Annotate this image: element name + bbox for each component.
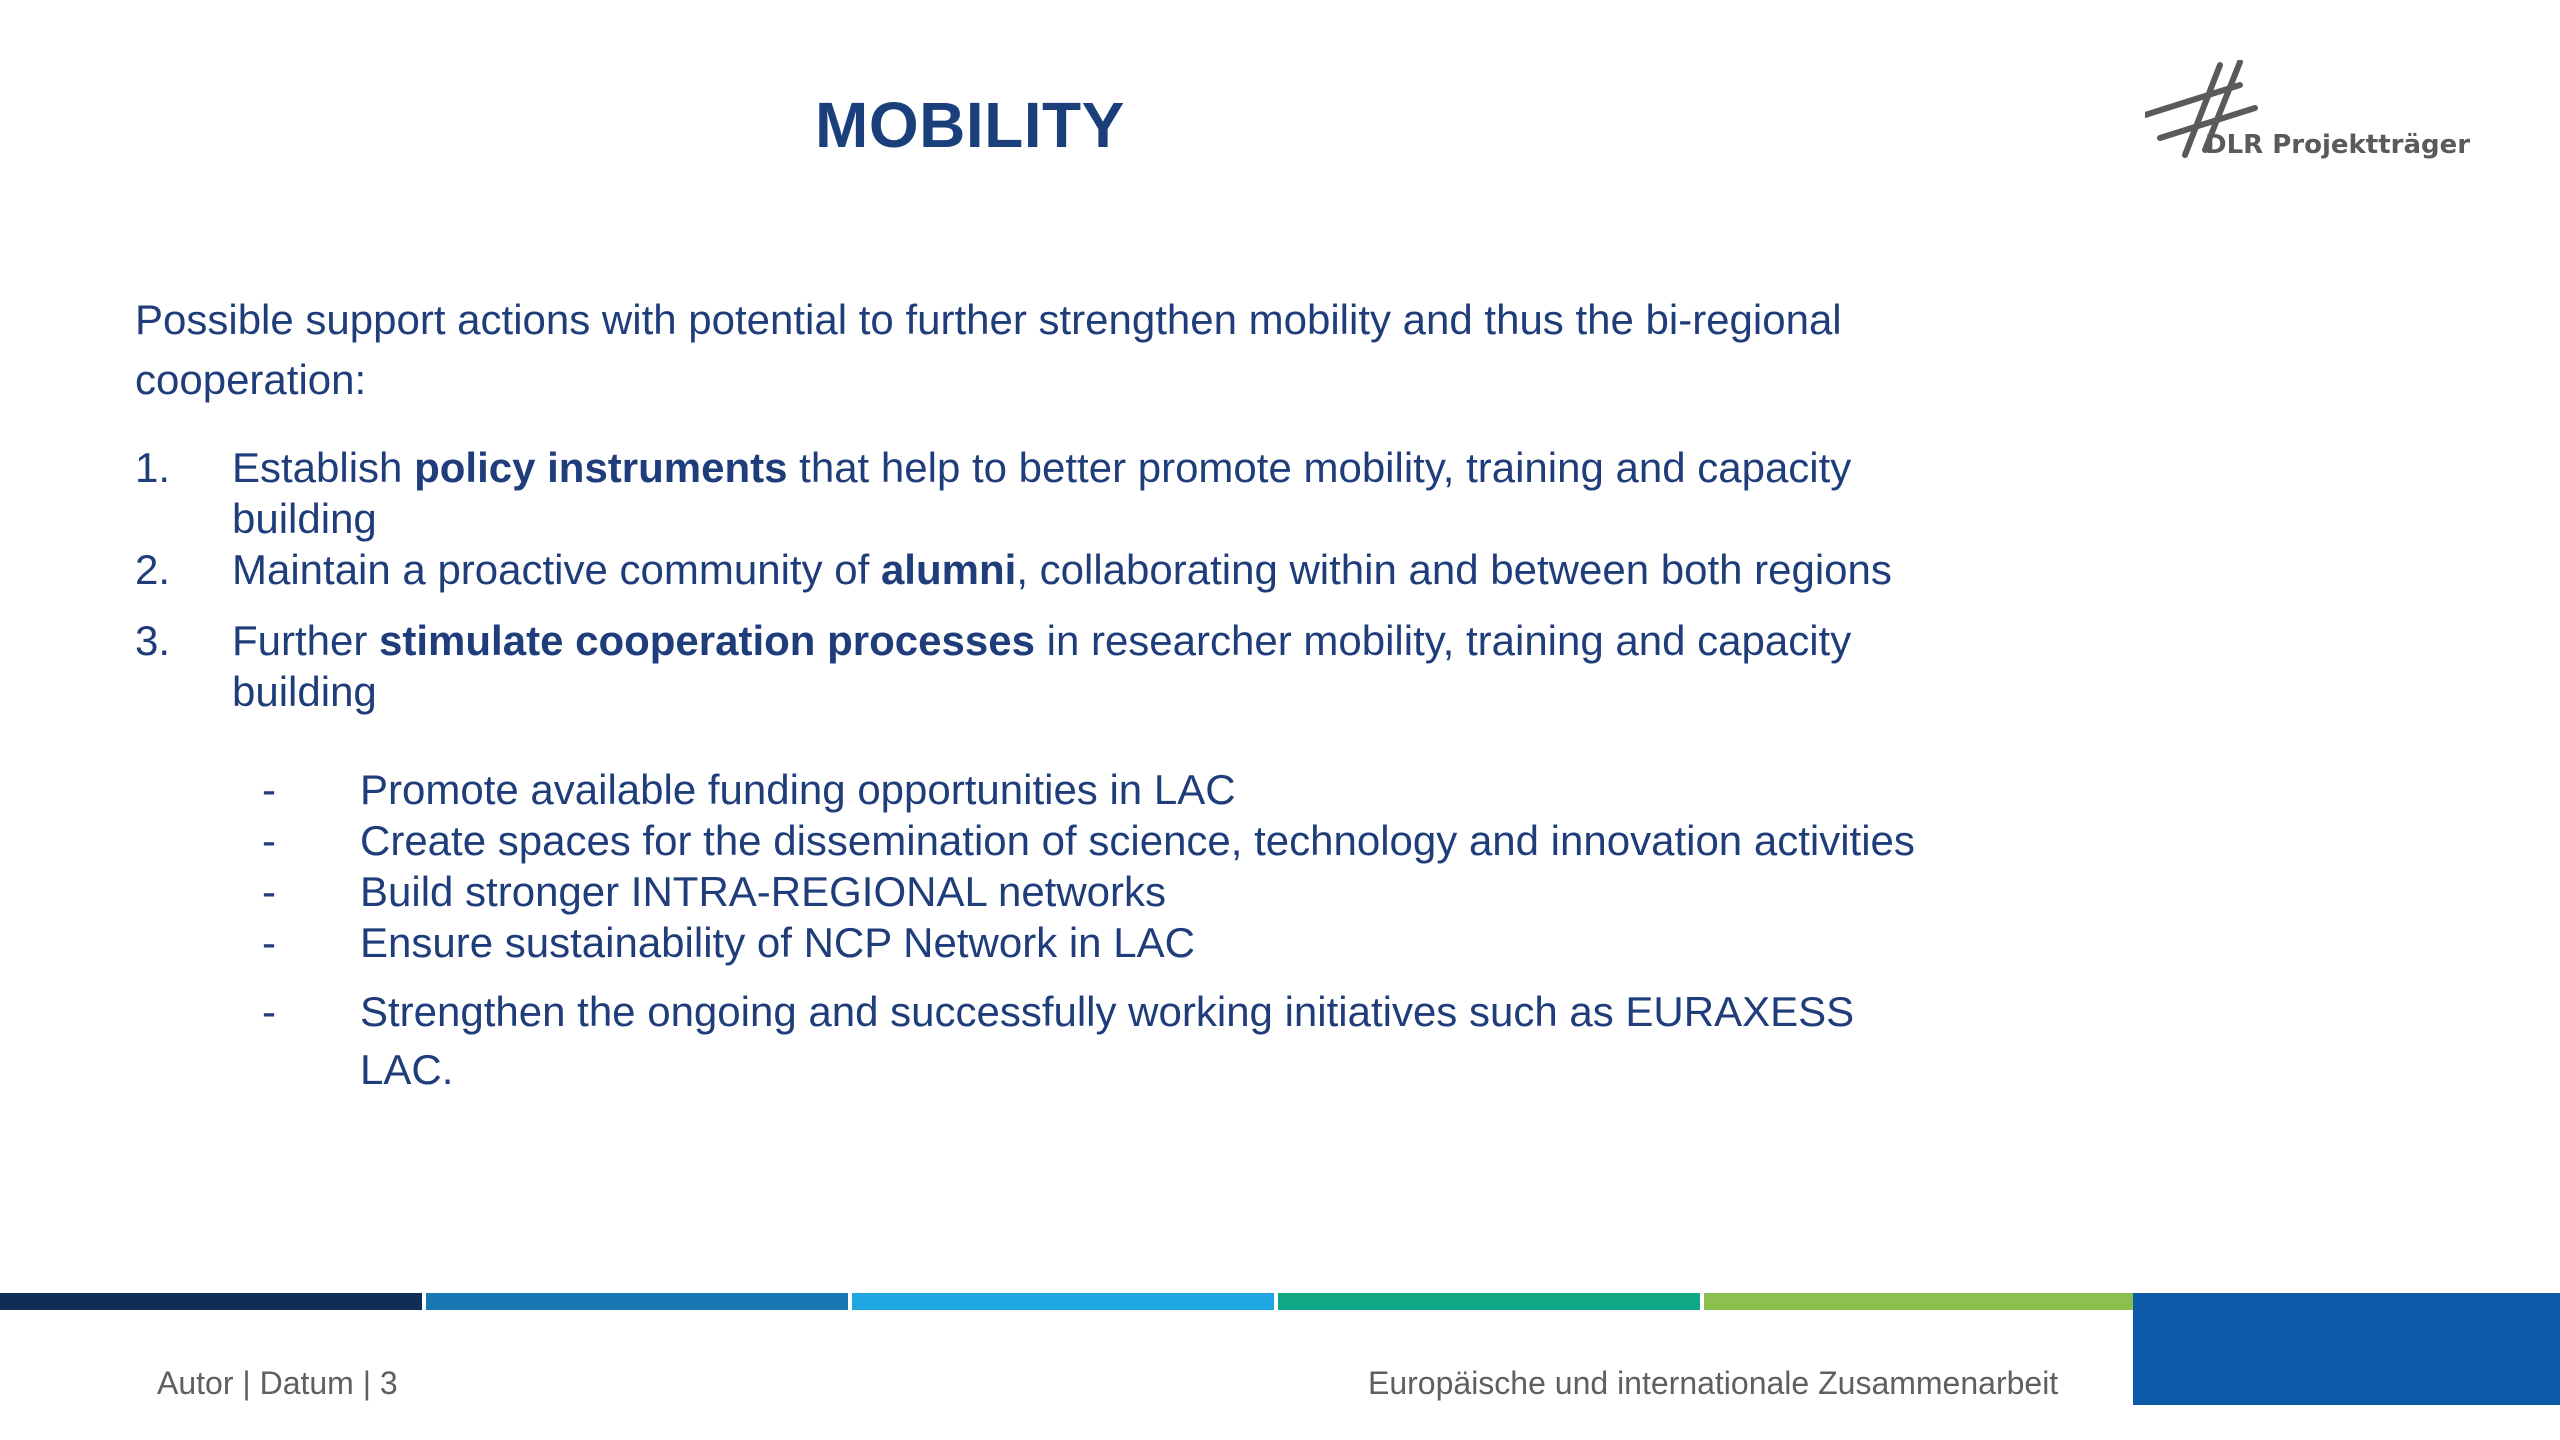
item-text-pre: Maintain a proactive community of bbox=[232, 546, 881, 593]
sub-list: - Promote available funding opportunitie… bbox=[135, 764, 1915, 1099]
list-item: 3. Further stimulate cooperation process… bbox=[135, 615, 1915, 717]
dash-bullet: - bbox=[262, 919, 276, 966]
sub-item-text: Ensure sustainability of NCP Network in … bbox=[360, 919, 1195, 966]
numbered-list: 1. Establish policy instruments that hel… bbox=[135, 442, 1915, 717]
item-text-post: , collaborating within and between both … bbox=[1016, 546, 1892, 593]
color-bar bbox=[0, 1293, 422, 1310]
color-bar bbox=[1704, 1293, 2133, 1310]
sub-list-item: - Strengthen the ongoing and successfull… bbox=[135, 983, 1915, 1099]
list-item: 1. Establish policy instruments that hel… bbox=[135, 442, 1915, 544]
sub-item-text: Build stronger INTRA-REGIONAL networks bbox=[360, 868, 1167, 915]
item-number: 3. bbox=[135, 617, 171, 664]
bar-separator bbox=[1700, 1293, 1704, 1310]
dash-bullet: - bbox=[262, 988, 276, 1035]
footer-author-date: Autor | Datum | 3 bbox=[157, 1365, 398, 1401]
slide-content: Possible support actions with potential … bbox=[135, 290, 1915, 1099]
list-item: 2. Maintain a proactive community of alu… bbox=[135, 544, 1915, 595]
footer-department: Europäische und internationale Zusammena… bbox=[1368, 1365, 2059, 1401]
color-bar-strip bbox=[0, 1293, 2133, 1310]
sub-list-item: - Ensure sustainability of NCP Network i… bbox=[135, 917, 1915, 968]
dash-bullet: - bbox=[262, 817, 276, 864]
color-bar bbox=[852, 1293, 1274, 1310]
color-bar bbox=[1278, 1293, 1700, 1310]
dash-bullet: - bbox=[262, 766, 276, 813]
sub-item-text: Strengthen the ongoing and successfully … bbox=[360, 988, 1855, 1093]
item-text-post: that help to better promote mobility, tr… bbox=[232, 444, 1852, 542]
sub-item-text: Create spaces for the dissemination of s… bbox=[360, 817, 1915, 864]
sub-list-item: - Promote available funding opportunitie… bbox=[135, 764, 1915, 815]
sub-list-item: - Create spaces for the dissemination of… bbox=[135, 815, 1915, 866]
item-text-bold: alumni bbox=[880, 546, 1017, 593]
sub-list-item: - Build stronger INTRA-REGIONAL networks bbox=[135, 866, 1915, 917]
item-number: 1. bbox=[135, 444, 171, 491]
item-number: 2. bbox=[135, 546, 171, 593]
item-text-pre: Further bbox=[232, 617, 380, 664]
bar-separator bbox=[848, 1293, 852, 1310]
logo-text: DLR Projektträger bbox=[2205, 130, 2471, 160]
dlr-cross-icon bbox=[2145, 60, 2258, 158]
bar-separator bbox=[422, 1293, 426, 1310]
intro-text: Possible support actions with potential … bbox=[135, 296, 1842, 403]
corner-block bbox=[2133, 1293, 2560, 1405]
item-text-pre: Establish bbox=[232, 444, 415, 491]
dlr-logo: DLR Projektträger bbox=[2145, 60, 2470, 170]
item-text-bold: policy instruments bbox=[414, 444, 788, 491]
sub-item-text: Promote available funding opportunities … bbox=[360, 766, 1236, 813]
dash-bullet: - bbox=[262, 868, 276, 915]
bar-separator bbox=[1274, 1293, 1278, 1310]
slide-title: MOBILITY bbox=[815, 89, 1125, 161]
item-text-post: in researcher mobility, training and cap… bbox=[232, 617, 1852, 715]
item-text-bold: stimulate cooperation processes bbox=[379, 617, 1035, 664]
color-bar bbox=[426, 1293, 848, 1310]
